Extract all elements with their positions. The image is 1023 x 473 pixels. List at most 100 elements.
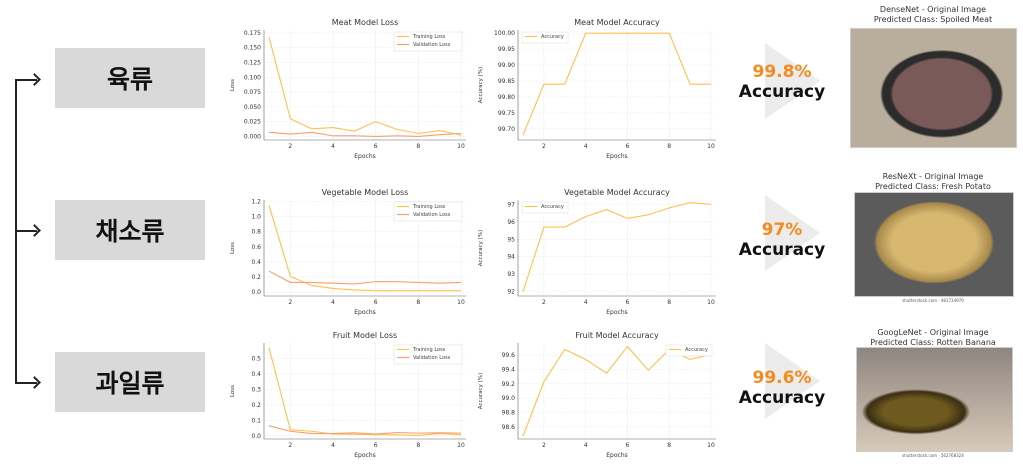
y-tick-label: 0.6 — [251, 244, 261, 251]
y-tick-label: 99.95 — [498, 46, 515, 53]
potato-photo — [854, 192, 1014, 297]
series-line-validation-loss — [268, 425, 462, 435]
y-tick-label: 98.6 — [502, 424, 516, 431]
y-tick-label: 99.6 — [502, 352, 516, 359]
series-line-accuracy — [522, 202, 712, 292]
x-tick-label: 6 — [374, 442, 378, 449]
legend-box — [665, 344, 713, 357]
legend-label: Validation Loss — [413, 355, 451, 361]
x-tick-label: 2 — [288, 299, 292, 306]
y-tick-label: 99.2 — [502, 381, 516, 388]
chart-svg: Fruit Model Accuracy 2 4 6 8 10 98.6 98.8 99.0 99… — [478, 331, 716, 459]
legend-label: Accuracy — [541, 204, 564, 210]
x-tick-label: 6 — [374, 299, 378, 306]
x-axis-label: Epochs — [606, 153, 628, 160]
meat-loss-chart: Meat Model Loss 2 4 6 8 10 0.000 0.025 0.050 0.07… — [228, 14, 472, 162]
meat-accuracy-result: 99.8% Accuracy — [738, 62, 826, 102]
x-axis-label: Epochs — [354, 452, 376, 459]
y-tick-label: 0.4 — [251, 259, 261, 266]
y-tick-label: 95 — [507, 236, 515, 243]
axis-line — [263, 343, 466, 440]
y-tick-label: 99.75 — [498, 110, 515, 117]
y-tick-label: 100.00 — [494, 30, 515, 37]
legend-box — [393, 201, 463, 222]
y-tick-label: 98.8 — [502, 409, 516, 416]
y-axis-label: Accuracy (%) — [478, 373, 484, 409]
meat-photo — [850, 28, 1017, 148]
accuracy-percent: 99.8% — [752, 62, 812, 82]
accuracy-label: Accuracy — [738, 388, 826, 408]
vegetable-loss-chart: Vegetable Model Loss 2 4 6 8 10 0.0 0.2 0.4 0.6 0.… — [228, 184, 472, 318]
legend-label: Validation Loss — [413, 212, 451, 218]
y-tick-label: 93 — [507, 271, 515, 278]
y-axis-label: Loss — [230, 242, 236, 254]
x-tick-label: 10 — [457, 442, 465, 449]
y-tick-label: 99.4 — [502, 367, 516, 374]
x-axis-label: Epochs — [606, 452, 628, 459]
y-tick-label: 92 — [507, 289, 515, 296]
y-tick-label: 99.90 — [498, 62, 515, 69]
x-tick-label: 4 — [331, 299, 335, 306]
x-tick-label: 10 — [707, 143, 715, 150]
y-tick-label: 0.8 — [251, 229, 261, 236]
y-tick-label: 0.025 — [244, 119, 261, 126]
model-title: GoogLeNet - Original Image — [877, 328, 989, 337]
x-axis-label: Epochs — [354, 153, 376, 160]
meat-accuracy-chart: Meat Model Accuracy 2 4 6 8 10 99.70 99.75 99.80… — [476, 14, 722, 162]
y-tick-label: 99.70 — [498, 126, 515, 133]
y-tick-label: 0.0 — [251, 289, 261, 296]
y-tick-label: 0.175 — [244, 30, 261, 37]
banana-photo — [856, 347, 1013, 452]
axis-line — [263, 200, 466, 297]
y-axis-label: Loss — [230, 385, 236, 397]
axis-line — [517, 343, 716, 440]
x-tick-label: 4 — [331, 442, 335, 449]
y-tick-label: 0.3 — [251, 386, 261, 393]
series-line-training-loss — [268, 36, 462, 136]
predicted-class: Predicted Class: Fresh Potato — [875, 182, 991, 191]
y-tick-label: 0.075 — [244, 89, 261, 96]
y-tick-label: 99.80 — [498, 94, 515, 101]
y-tick-label: 96 — [507, 219, 515, 226]
chart-svg: Vegetable Model Accuracy 2 4 6 8 10 92 93 94 95 96… — [478, 188, 716, 316]
y-tick-label: 1.2 — [251, 199, 261, 206]
x-tick-label: 2 — [288, 442, 292, 449]
chart-title: Meat Model Loss — [332, 18, 399, 27]
legend-box — [521, 201, 569, 214]
y-tick-label: 99.85 — [498, 78, 515, 85]
x-tick-label: 6 — [374, 143, 378, 150]
chart-title: Vegetable Model Loss — [322, 188, 409, 197]
x-axis-label: Epochs — [606, 309, 628, 316]
x-tick-label: 10 — [457, 143, 465, 150]
vegetable-accuracy-result: 97% Accuracy — [738, 220, 826, 260]
arrow-shape — [765, 43, 820, 119]
y-axis-label: Accuracy (%) — [478, 67, 484, 103]
arrow-icon — [15, 382, 37, 384]
y-tick-label: 97 — [507, 201, 515, 208]
x-tick-label: 2 — [542, 143, 546, 150]
arrow-shape — [765, 343, 820, 419]
series-line-validation-loss — [268, 270, 462, 285]
image-credit: shutterstock.com · 481734970 — [902, 298, 964, 303]
x-tick-label: 10 — [707, 442, 715, 449]
legend-label: Training Loss — [412, 34, 446, 40]
prediction-caption: DenseNet - Original Image Predicted Class… — [848, 5, 1018, 25]
category-meat: 육류 — [55, 48, 205, 108]
x-tick-label: 8 — [416, 143, 420, 150]
x-tick-label: 4 — [584, 299, 588, 306]
y-axis-label: Accuracy (%) — [478, 230, 484, 266]
x-tick-label: 8 — [667, 442, 671, 449]
category-vegetable: 채소류 — [55, 200, 205, 260]
y-tick-label: 0.0 — [251, 433, 261, 440]
legend-label: Validation Loss — [413, 42, 451, 48]
y-axis-label: Loss — [230, 79, 236, 91]
legend-label: Accuracy — [685, 347, 708, 353]
legend-box — [393, 31, 463, 52]
axis-line — [517, 30, 716, 141]
chart-title: Fruit Model Loss — [333, 331, 397, 340]
x-tick-label: 4 — [584, 442, 588, 449]
axis-line — [517, 200, 716, 297]
x-tick-label: 8 — [667, 143, 671, 150]
y-tick-label: 0.5 — [251, 355, 261, 362]
series-line-accuracy — [522, 345, 712, 437]
